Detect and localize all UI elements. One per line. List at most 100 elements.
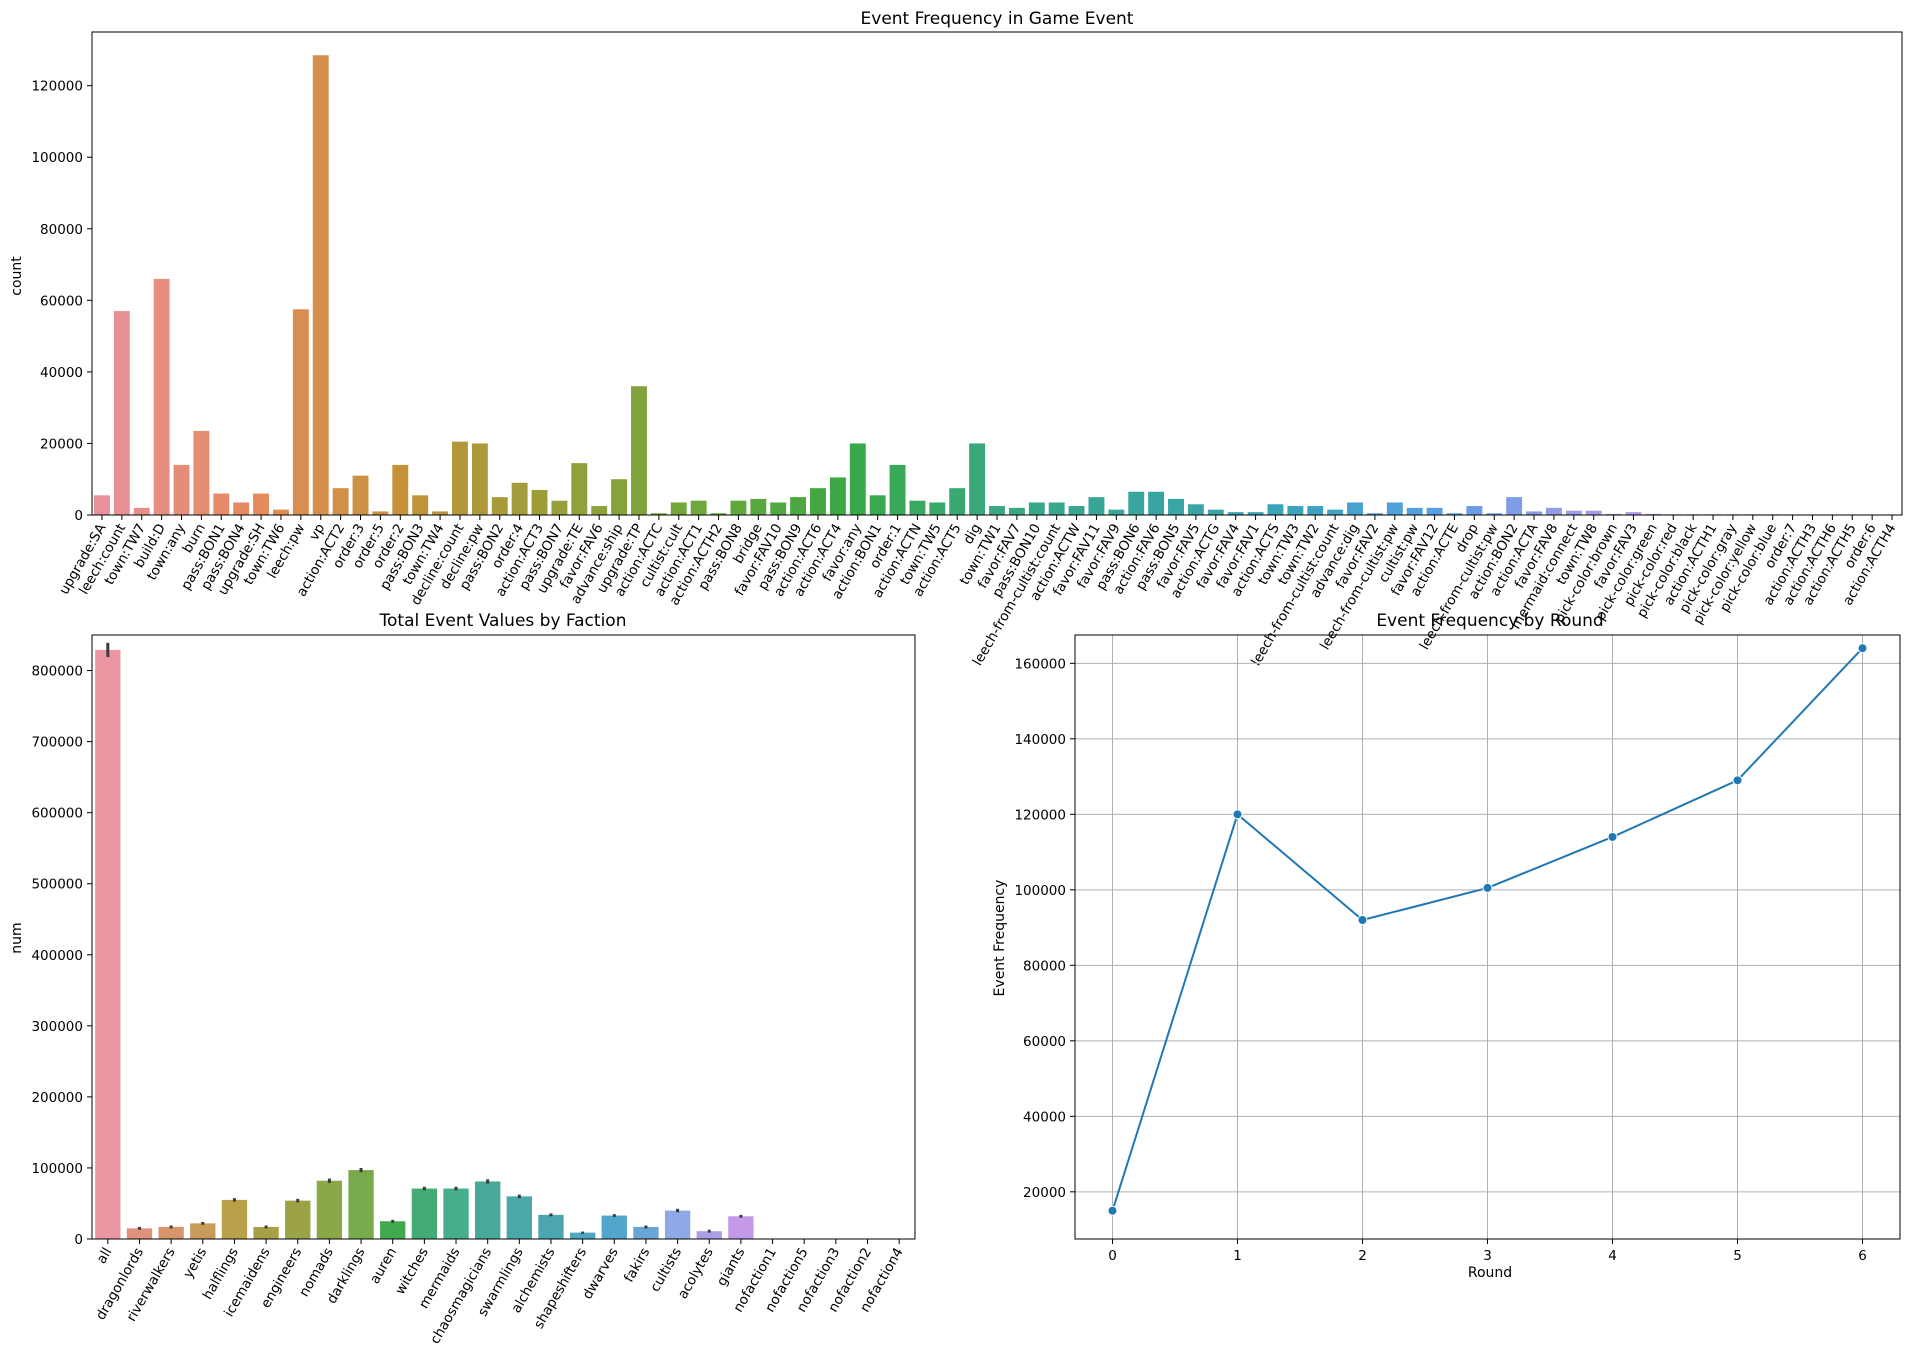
- event-frequency-bar: [790, 497, 807, 515]
- event-frequency-bar: [1028, 502, 1045, 515]
- event-frequency-bar: [1526, 511, 1542, 515]
- event-frequency-bar: [849, 443, 866, 515]
- event-frequency-bar: [690, 500, 707, 515]
- event-frequency-bar: [650, 513, 667, 515]
- event-frequency-bar: [1207, 509, 1224, 515]
- event-frequency-title: Event Frequency in Game Event: [861, 9, 1134, 29]
- event-frequency-bar: [253, 493, 270, 515]
- event-frequency-bar: [611, 479, 628, 515]
- event-frequency-bar: [829, 477, 846, 515]
- round-frequency-point: [1232, 809, 1243, 820]
- round-frequency-ytick-label: 20000: [1023, 1185, 1066, 1201]
- faction-values-bar: [664, 1210, 691, 1239]
- event-frequency-bar: [1565, 510, 1582, 515]
- event-frequency-bar: [531, 489, 548, 515]
- round-frequency-frame: [1074, 634, 1901, 1240]
- event-frequency-bar: [1088, 497, 1105, 515]
- faction-values-xtick-label: yetis: [180, 1245, 210, 1281]
- event-frequency-bar: [1386, 502, 1403, 515]
- event-frequency-bar: [750, 498, 767, 515]
- faction-values-bar: [475, 1181, 501, 1239]
- faction-values-bar: [348, 1170, 374, 1239]
- faction-values-chart: Total Event Values by Faction num 0 10000…: [9, 611, 916, 1347]
- round-frequency-point: [1482, 882, 1493, 893]
- event-frequency-bar: [1227, 512, 1244, 515]
- event-frequency-bar: [133, 507, 150, 515]
- event-frequency-bar: [392, 464, 409, 515]
- faction-values-ytick-label: 500000: [31, 877, 83, 893]
- event-frequency-bar: [710, 513, 727, 515]
- event-frequency-bar: [909, 500, 926, 515]
- event-frequency-bar: [312, 55, 329, 515]
- event-frequency-bar: [471, 443, 488, 515]
- event-frequency-bar: [491, 497, 508, 515]
- event-frequency-bar: [1645, 513, 1662, 515]
- event-frequency-bar: [1008, 507, 1025, 515]
- event-frequency-bar: [153, 278, 170, 515]
- event-frequency-bar: [1187, 504, 1204, 515]
- event-frequency-bar: [1466, 506, 1483, 515]
- round-frequency-ytick-label: 120000: [1014, 807, 1066, 823]
- faction-values-bar: [190, 1223, 216, 1239]
- round-frequency-xtick-label: 2: [1358, 1248, 1367, 1264]
- event-frequency-bar: [1148, 491, 1165, 515]
- event-frequency-bar: [452, 441, 468, 515]
- event-frequency-bar: [1068, 506, 1085, 515]
- event-frequency-ytick-label: 0: [74, 508, 83, 524]
- round-frequency-ytick-label: 40000: [1023, 1109, 1066, 1125]
- round-frequency-xtick-label: 4: [1608, 1248, 1617, 1264]
- faction-values-ylabel: num: [9, 922, 25, 953]
- event-frequency-bar: [1307, 506, 1324, 515]
- faction-values-bar: [443, 1188, 469, 1239]
- event-frequency-frame: [91, 31, 1903, 516]
- event-frequency-bar: [352, 475, 369, 515]
- event-frequency-bar: [1625, 512, 1642, 515]
- round-frequency-point: [1607, 831, 1618, 842]
- event-frequency-bar: [1128, 491, 1145, 515]
- round-frequency-ytick-label: 60000: [1023, 1034, 1066, 1050]
- event-frequency-bar: [233, 502, 250, 515]
- faction-values-ytick-label: 200000: [31, 1090, 83, 1106]
- faction-values-bar: [633, 1226, 659, 1239]
- event-frequency-bar: [670, 502, 687, 515]
- event-frequency-ytick-label: 60000: [40, 293, 83, 309]
- faction-values-xtick-label: all: [94, 1245, 116, 1267]
- event-frequency-bar: [1605, 513, 1622, 515]
- faction-values-bar: [569, 1232, 596, 1239]
- faction-values-bar: [728, 1216, 754, 1239]
- event-frequency-chart: Event Frequency in Game Event count 0 200…: [9, 9, 1903, 669]
- event-frequency-bar: [631, 386, 647, 515]
- round-frequency-title: Event Frequency by Round: [1376, 611, 1603, 631]
- event-frequency-bar: [969, 443, 986, 515]
- event-frequency-ytick-label: 40000: [40, 365, 83, 381]
- event-frequency-bar: [1506, 497, 1523, 515]
- round-frequency-point: [1357, 915, 1368, 926]
- event-frequency-bar: [810, 488, 826, 515]
- faction-values-ytick-label: 300000: [31, 1019, 83, 1035]
- faction-values-bar: [380, 1221, 406, 1239]
- event-frequency-xtick-label: vp: [306, 521, 328, 543]
- faction-values-bar: [126, 1228, 153, 1239]
- round-frequency-ylabel: Event Frequency: [992, 880, 1008, 997]
- faction-values-bar: [253, 1226, 279, 1239]
- event-frequency-bar: [1486, 513, 1503, 515]
- faction-values-ytick-label: 800000: [31, 664, 83, 680]
- event-frequency-bar: [273, 509, 289, 515]
- faction-values-frame: [91, 634, 916, 1240]
- round-frequency-ytick-label: 160000: [1014, 656, 1066, 672]
- round-frequency-ytick-label: 100000: [1014, 883, 1066, 899]
- event-frequency-ytick-label: 120000: [31, 79, 83, 95]
- event-frequency-bar: [412, 495, 429, 515]
- round-frequency-ytick-label: 80000: [1023, 958, 1066, 974]
- event-frequency-bar: [1108, 509, 1125, 515]
- event-frequency-bar: [1406, 507, 1423, 515]
- faction-values-bar: [221, 1199, 248, 1239]
- faction-values-bar: [158, 1226, 184, 1239]
- event-frequency-bar: [1347, 502, 1363, 515]
- event-frequency-bar: [1247, 512, 1264, 515]
- event-frequency-bar: [1267, 504, 1284, 515]
- round-frequency-point: [1107, 1205, 1118, 1216]
- event-frequency-bar: [1545, 507, 1562, 515]
- event-frequency-bar: [1168, 498, 1184, 515]
